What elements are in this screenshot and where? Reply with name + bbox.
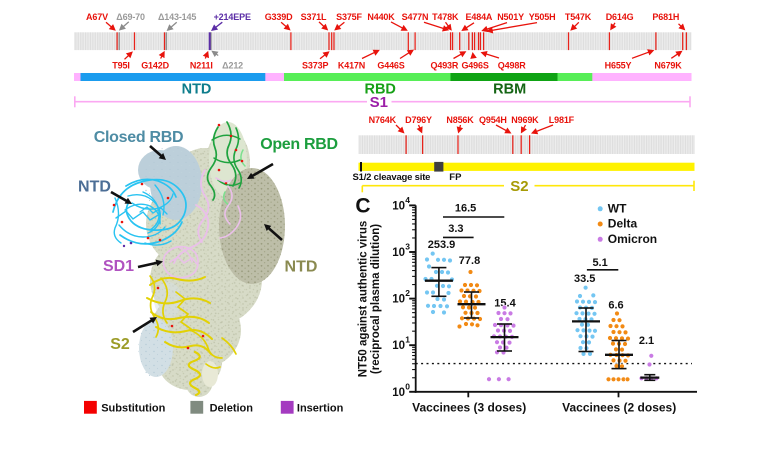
svg-text:10: 10 [392, 387, 405, 399]
svg-text:Delta: Delta [608, 217, 638, 231]
svg-text:5.1: 5.1 [592, 257, 607, 269]
svg-text:N501Y: N501Y [497, 12, 524, 22]
svg-text:Open RBD: Open RBD [260, 136, 338, 153]
svg-text:T547K: T547K [565, 12, 592, 22]
svg-text:D796Y: D796Y [405, 115, 432, 125]
svg-text:77.8: 77.8 [459, 255, 480, 267]
svg-text:Deletion: Deletion [210, 402, 254, 414]
svg-text:S1: S1 [370, 94, 388, 111]
svg-text:N440K: N440K [367, 12, 395, 22]
svg-text:FP: FP [449, 172, 462, 183]
svg-text:H655Y: H655Y [605, 60, 632, 70]
svg-text:2.1: 2.1 [639, 335, 654, 347]
svg-text:Y505H: Y505H [529, 12, 556, 22]
svg-text:10: 10 [392, 247, 405, 259]
svg-text:S1/2 cleavage site: S1/2 cleavage site [353, 172, 431, 183]
svg-text:N969K: N969K [511, 115, 539, 125]
svg-text:(reciprocal plasma dilution): (reciprocal plasma dilution) [370, 224, 382, 374]
svg-text:Δ212: Δ212 [222, 60, 243, 70]
svg-text:S477N: S477N [402, 12, 429, 22]
svg-text:N764K: N764K [369, 115, 397, 125]
svg-text:G496S: G496S [461, 60, 488, 70]
svg-text:N679K: N679K [654, 60, 682, 70]
svg-text:Insertion: Insertion [297, 402, 344, 414]
svg-text:1: 1 [405, 335, 410, 345]
svg-text:Q498R: Q498R [498, 60, 526, 70]
svg-text:10: 10 [392, 340, 405, 352]
svg-text:P681H: P681H [652, 12, 679, 22]
svg-text:E484A: E484A [466, 12, 493, 22]
svg-text:4: 4 [405, 195, 410, 205]
svg-text:Substitution: Substitution [101, 402, 165, 414]
svg-text:RBM: RBM [493, 82, 526, 98]
svg-text:3.3: 3.3 [448, 223, 463, 235]
svg-text:K417N: K417N [338, 60, 365, 70]
svg-text:S373P: S373P [302, 60, 328, 70]
svg-text:G446S: G446S [377, 60, 404, 70]
svg-text:NTD: NTD [78, 179, 111, 196]
svg-text:15.4: 15.4 [494, 297, 516, 309]
svg-text:WT: WT [608, 202, 627, 216]
svg-text:NT50 against authentic virus: NT50 against authentic virus [358, 221, 370, 378]
svg-text:10: 10 [392, 200, 405, 212]
svg-text:G142D: G142D [141, 60, 169, 70]
svg-text:33.5: 33.5 [574, 273, 595, 285]
svg-text:G339D: G339D [265, 12, 293, 22]
svg-text:Vaccinees (3 doses): Vaccinees (3 doses) [412, 401, 526, 415]
svg-text:RBD: RBD [364, 82, 395, 98]
svg-text:A67V: A67V [86, 12, 108, 22]
svg-text:T95I: T95I [112, 60, 129, 70]
svg-text:SD1: SD1 [103, 258, 134, 275]
svg-text:S2: S2 [510, 178, 528, 195]
svg-text:Q954H: Q954H [479, 115, 507, 125]
svg-text:S2: S2 [110, 336, 130, 353]
svg-text:T478K: T478K [432, 12, 459, 22]
svg-text:Δ143-145: Δ143-145 [158, 12, 196, 22]
svg-text:NTD: NTD [182, 82, 212, 98]
svg-text:Closed RBD: Closed RBD [94, 129, 183, 146]
svg-text:10: 10 [392, 294, 405, 306]
svg-text:NTD: NTD [285, 259, 318, 276]
svg-text:Vaccinees (2 doses): Vaccinees (2 doses) [562, 401, 676, 415]
svg-text:Omicron: Omicron [608, 232, 657, 246]
svg-text:L981F: L981F [549, 115, 575, 125]
svg-text:3: 3 [405, 242, 410, 252]
svg-text:0: 0 [405, 381, 410, 391]
svg-text:S371L: S371L [301, 12, 327, 22]
svg-text:Δ69-70: Δ69-70 [116, 12, 145, 22]
svg-text:16.5: 16.5 [455, 202, 476, 214]
svg-text:253.9: 253.9 [428, 239, 456, 251]
svg-text:N211I: N211I [190, 60, 213, 70]
svg-text:2: 2 [405, 288, 410, 298]
svg-text:C: C [355, 195, 370, 218]
svg-text:D614G: D614G [606, 12, 634, 22]
svg-text:Q493R: Q493R [431, 60, 459, 70]
svg-text:S375F: S375F [336, 12, 362, 22]
svg-text:6.6: 6.6 [608, 300, 623, 312]
svg-text:+214EPE: +214EPE [214, 12, 251, 22]
svg-text:N856K: N856K [446, 115, 474, 125]
